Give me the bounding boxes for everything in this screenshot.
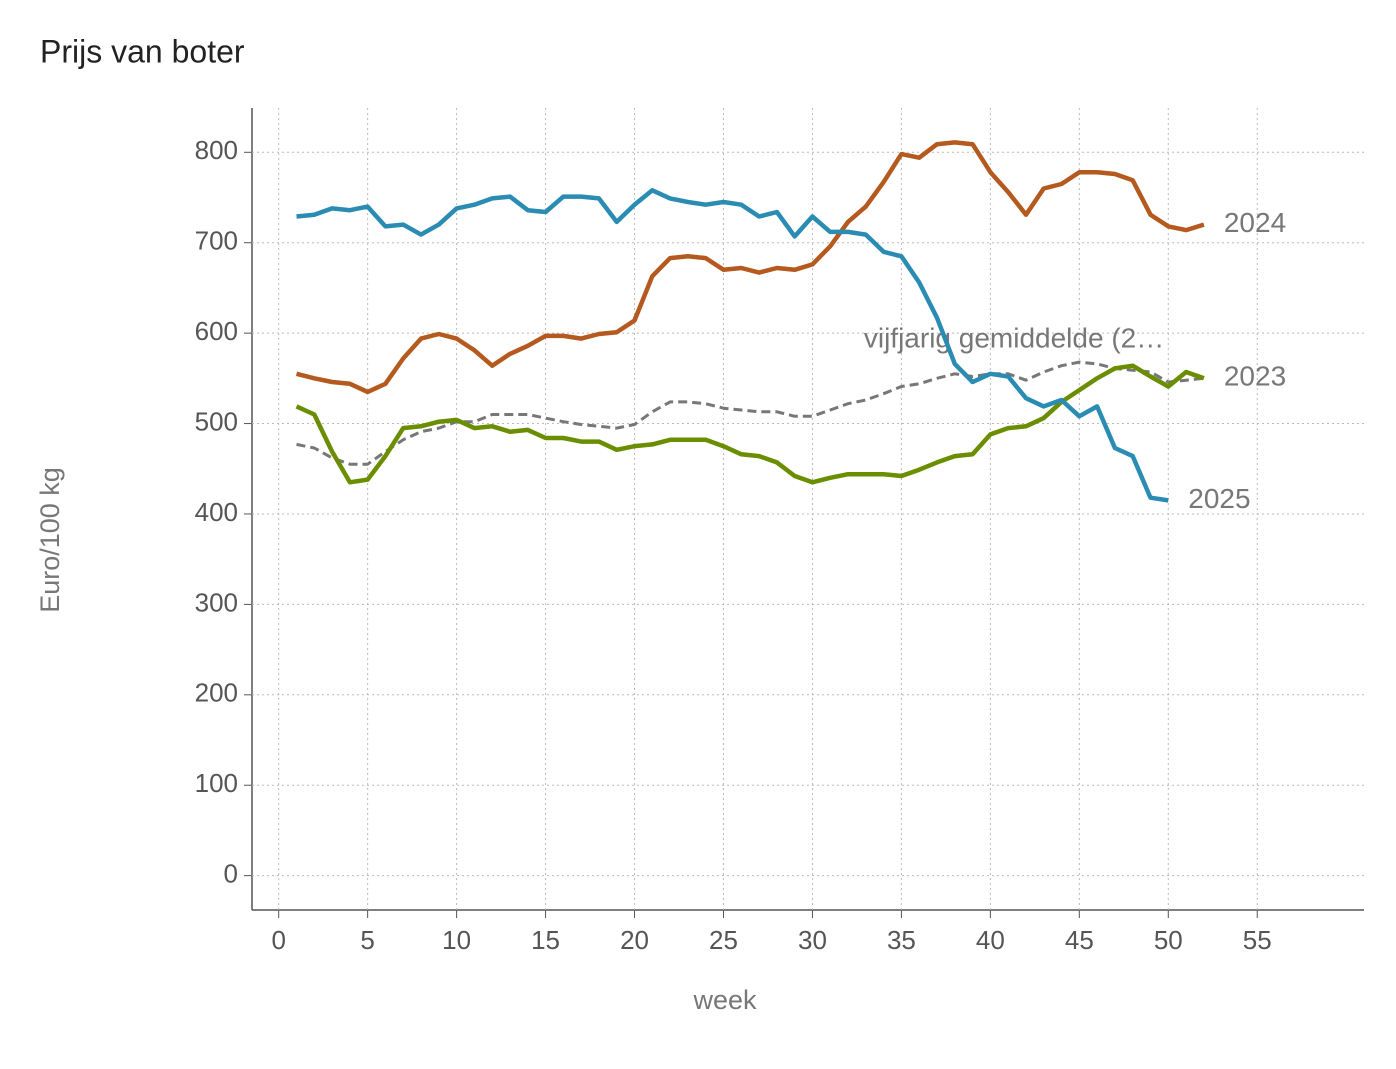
x-axis-label: week [692,985,757,1015]
x-tick-label: 15 [531,925,560,955]
y-tick-label: 400 [195,497,238,527]
x-tick-label: 30 [798,925,827,955]
x-tick-label: 5 [360,925,374,955]
y-tick-label: 700 [195,226,238,256]
series-line [296,188,1169,503]
x-tick-label: 45 [1065,925,1094,955]
x-tick-label: 20 [620,925,649,955]
y-tick-label: 0 [224,859,238,889]
y-tick-label: 300 [195,587,238,617]
x-tick-label: 25 [709,925,738,955]
x-tick-label: 40 [976,925,1005,955]
x-tick-label: 55 [1243,925,1272,955]
y-tick-label: 200 [195,678,238,708]
y-tick-label: 800 [195,135,238,165]
x-tick-label: 0 [271,925,285,955]
x-tick-label: 50 [1154,925,1183,955]
chart-title: Prijs van boter [40,33,245,69]
y-tick-label: 100 [195,768,238,798]
series-label: vijfjarig gemiddelde (2… [864,323,1164,354]
x-tick-label: 10 [442,925,471,955]
series-label: 2024 [1224,207,1286,238]
series-label: 2023 [1224,361,1286,392]
y-axis-label: Euro/100 kg [35,467,65,613]
y-tick-label: 600 [195,316,238,346]
series-line [295,363,1205,485]
series-line [295,140,1205,395]
y-tick-label: 500 [195,406,238,436]
series-label: 2025 [1188,483,1250,514]
series-line [296,360,1205,466]
x-tick-label: 35 [887,925,916,955]
